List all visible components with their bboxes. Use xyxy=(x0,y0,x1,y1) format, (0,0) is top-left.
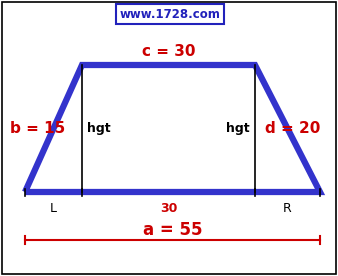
Text: L: L xyxy=(50,201,57,214)
Text: R: R xyxy=(283,201,292,214)
Text: a = 55: a = 55 xyxy=(143,221,202,239)
Text: 30: 30 xyxy=(160,201,177,214)
Text: c = 30: c = 30 xyxy=(142,44,195,60)
Text: b = 15: b = 15 xyxy=(10,121,65,136)
Text: www.1728.com: www.1728.com xyxy=(120,7,220,20)
Text: d = 20: d = 20 xyxy=(265,121,320,136)
Text: hgt: hgt xyxy=(226,122,250,135)
Text: hgt: hgt xyxy=(87,122,111,135)
